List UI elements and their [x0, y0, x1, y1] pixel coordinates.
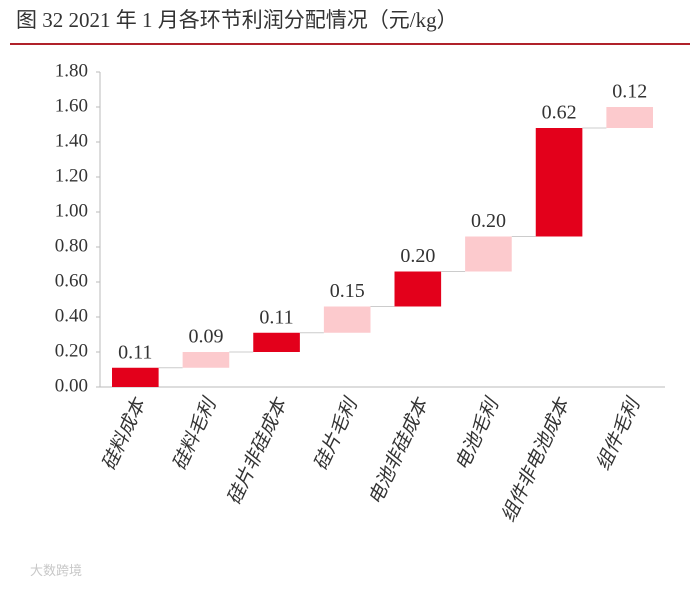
x-tick-label: 硅片毛利 [311, 393, 363, 473]
y-tick-label: 1.60 [55, 95, 88, 116]
bar [323, 306, 371, 333]
y-tick-label: 1.40 [55, 130, 88, 151]
y-tick-label: 1.80 [55, 60, 88, 81]
bar [394, 271, 442, 307]
value-label: 0.15 [330, 280, 365, 302]
y-tick-label: 0.80 [55, 235, 88, 256]
y-tick-label: 0.00 [55, 375, 88, 396]
y-tick-label: 0.40 [55, 305, 88, 326]
value-label: 0.09 [188, 326, 223, 348]
x-tick-label: 组件毛利 [593, 393, 645, 473]
value-label: 0.20 [400, 245, 435, 267]
value-label: 0.11 [118, 341, 152, 363]
y-tick-label: 0.60 [55, 270, 88, 291]
x-tick-label: 电池毛利 [452, 393, 504, 473]
y-tick-label: 1.00 [55, 200, 88, 221]
value-label: 0.62 [542, 102, 577, 124]
y-tick-label: 0.20 [55, 340, 88, 361]
watermark: 大数跨境 [30, 563, 82, 578]
x-tick-label: 硅料成本 [99, 394, 151, 474]
bar [535, 128, 583, 237]
bar [182, 352, 230, 368]
y-tick-label: 1.20 [55, 165, 88, 186]
x-tick-label: 硅片非硅成本 [224, 394, 292, 508]
bar [112, 367, 159, 387]
value-label: 0.12 [612, 81, 647, 103]
chart-title: 图 32 2021 年 1 月各环节利润分配情况（元/kg） [16, 8, 458, 32]
x-tick-label: 硅料毛利 [169, 393, 221, 473]
bar [253, 332, 300, 352]
x-tick-label: 组件非电池成本 [498, 394, 574, 525]
value-label: 0.20 [471, 210, 506, 232]
x-tick-label: 电池非硅成本 [365, 394, 433, 508]
bar [465, 236, 512, 272]
bar [606, 107, 653, 128]
value-label: 0.11 [259, 306, 293, 328]
